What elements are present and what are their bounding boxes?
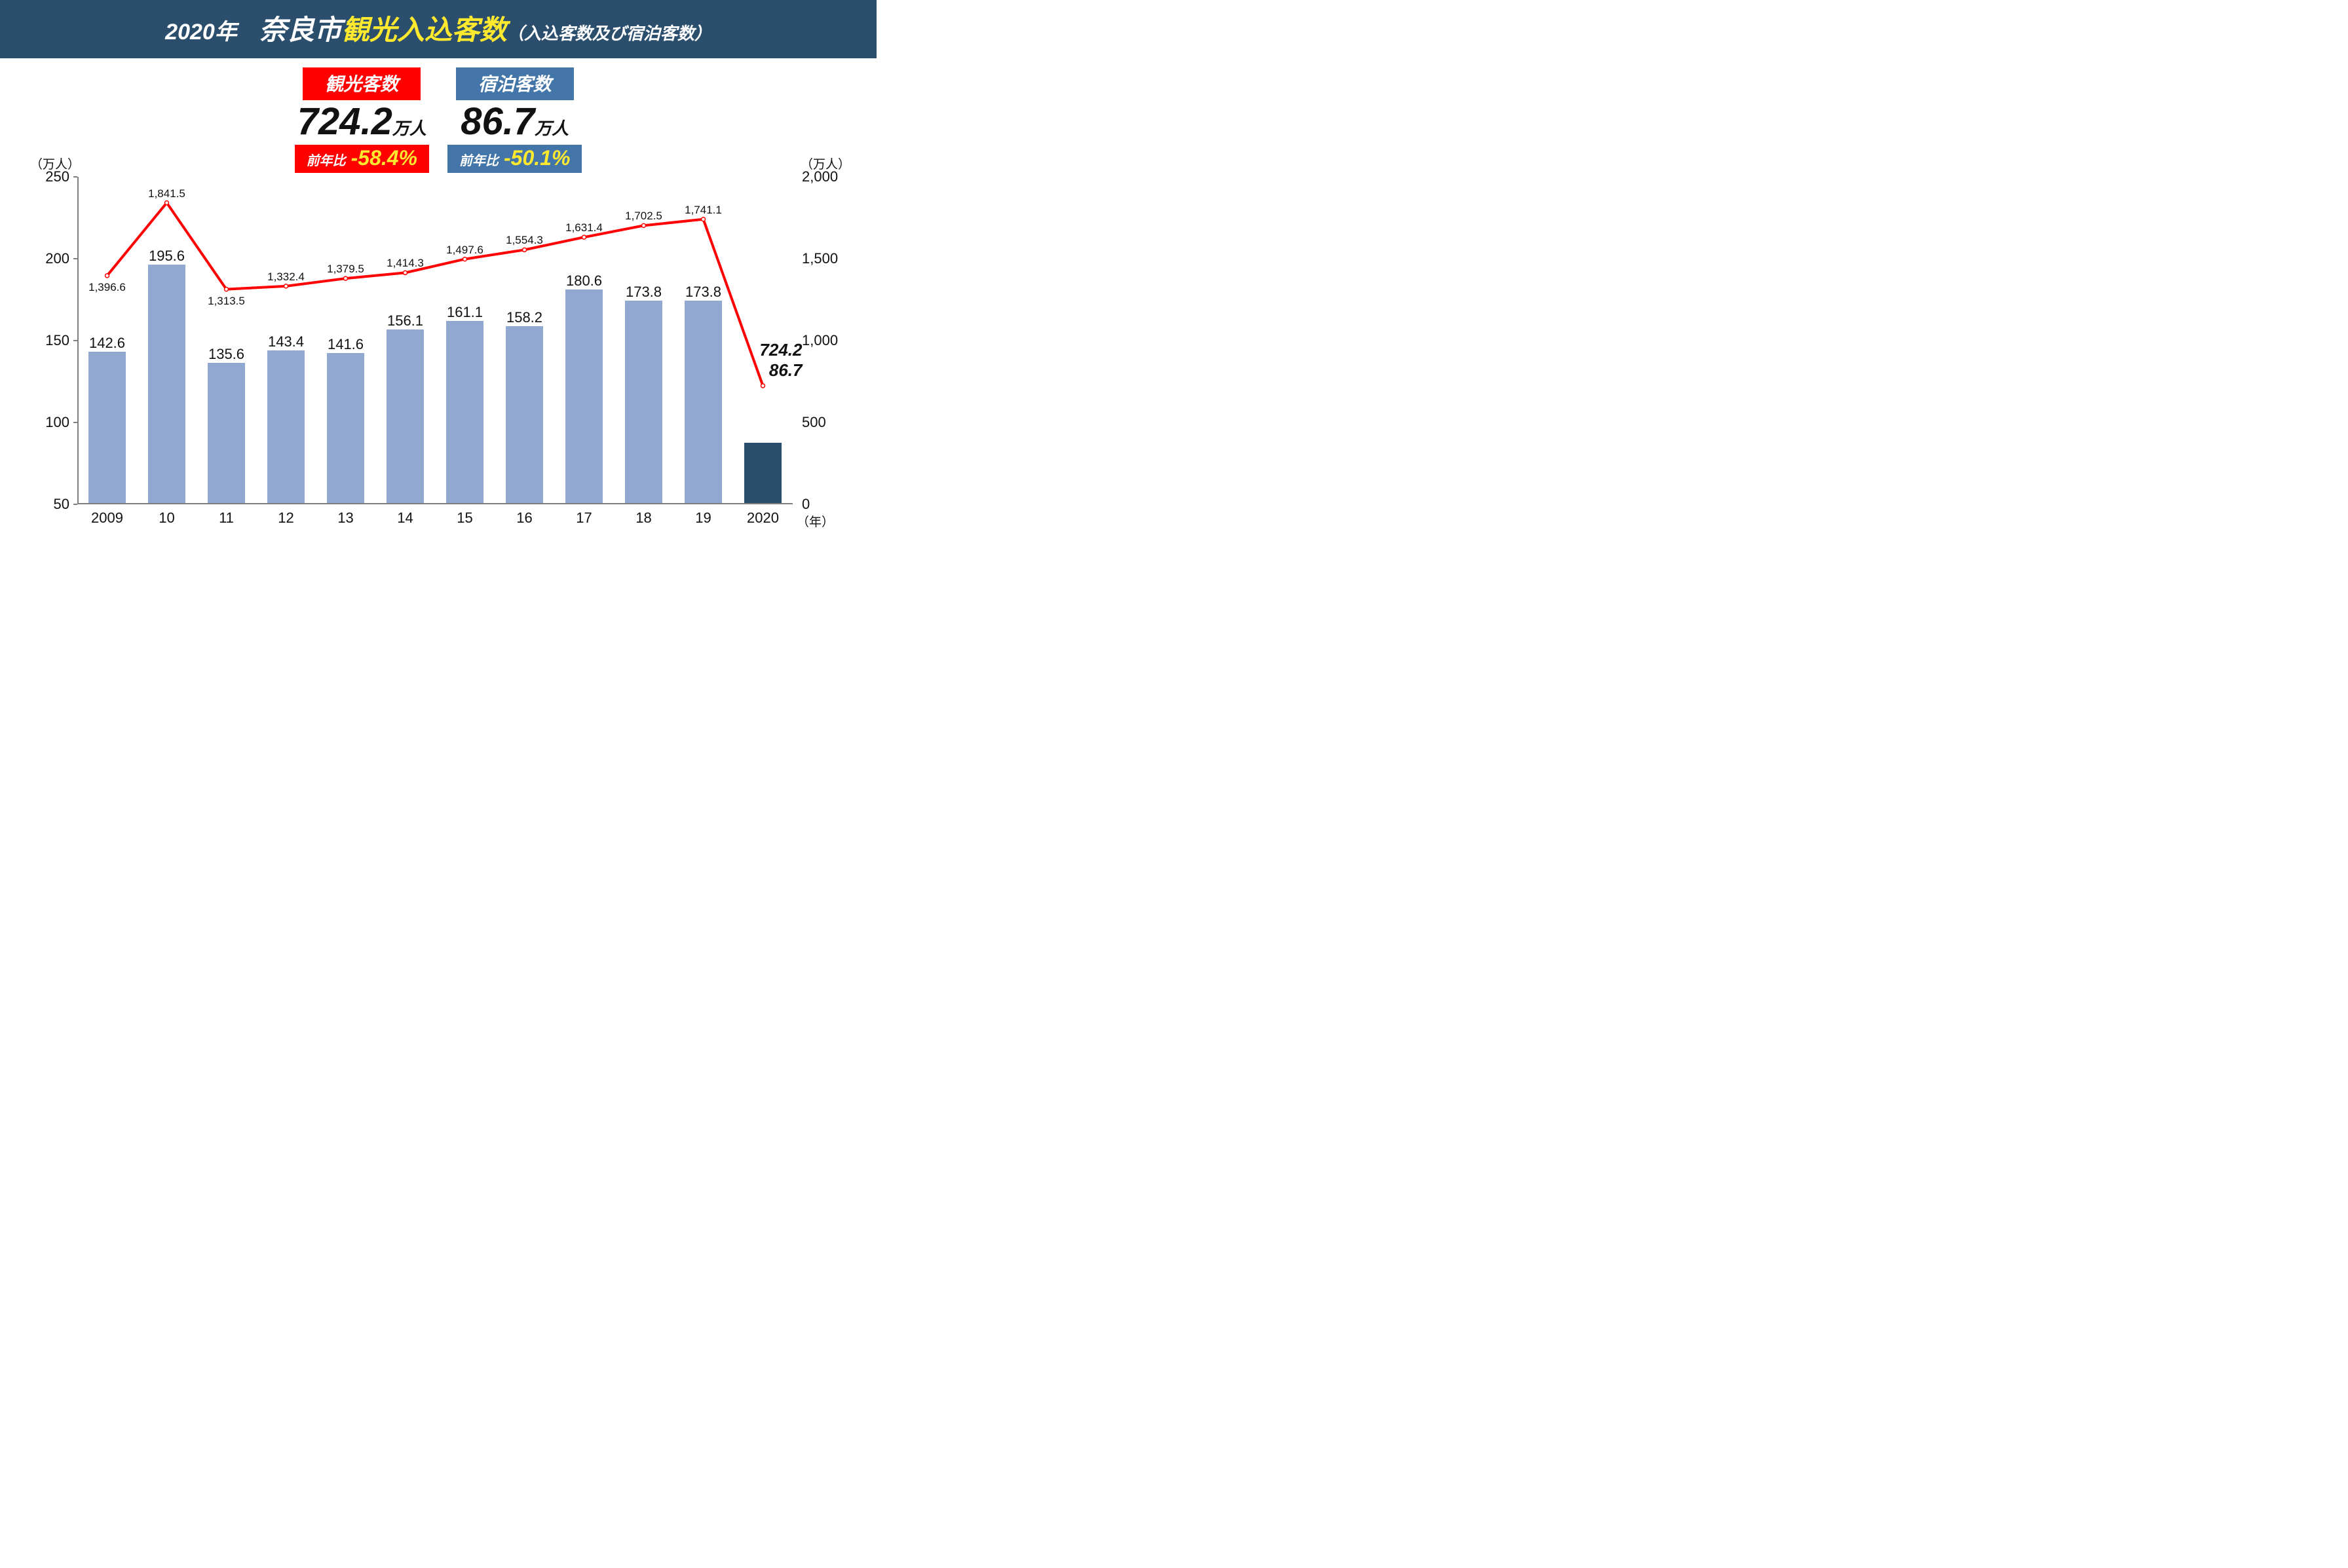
bar xyxy=(625,301,662,504)
yoy-stays: 前年比 -50.1% xyxy=(447,145,582,173)
box-tourists: 観光客数 xyxy=(303,67,421,100)
bar xyxy=(327,353,364,503)
left-tick-label: 50 xyxy=(26,496,69,513)
line-value-label: 1,396.6 xyxy=(88,281,126,294)
bar-value-label: 135.6 xyxy=(208,346,244,363)
left-tick-label: 100 xyxy=(26,414,69,431)
line-value-label: 1,741.1 xyxy=(685,204,722,217)
x-category-label: 2009 xyxy=(91,510,123,527)
bar xyxy=(446,321,483,503)
right-tick-label: 1,500 xyxy=(802,250,838,267)
bar xyxy=(744,443,781,503)
summary-panel: 観光客数 724.2万人 前年比 -58.4% 宿泊客数 86.7万人 前年比 … xyxy=(0,67,877,173)
title-segment: 奈良市 xyxy=(259,14,342,45)
x-category-label: 11 xyxy=(219,510,234,527)
big-number-tourists: 724.2万人 xyxy=(297,103,426,141)
box-stays: 宿泊客数 xyxy=(456,67,574,100)
x-category-label: 13 xyxy=(337,510,353,527)
final-bar-label: 86.7 xyxy=(724,360,803,381)
x-axis-title: （年） xyxy=(797,512,834,530)
line-value-label: 1,332.4 xyxy=(267,271,305,284)
bar-value-label: 143.4 xyxy=(268,333,304,350)
bar-value-label: 195.6 xyxy=(149,248,185,265)
x-category-label: 16 xyxy=(516,510,532,527)
bar xyxy=(208,363,244,503)
bar xyxy=(387,329,423,503)
x-category-label: 18 xyxy=(635,510,651,527)
x-category-label: 17 xyxy=(576,510,592,527)
x-category-label: 15 xyxy=(457,510,472,527)
bar-value-label: 142.6 xyxy=(89,335,125,352)
line-value-label: 1,414.3 xyxy=(387,257,424,270)
final-line-label: 724.2 xyxy=(724,340,803,360)
plot-area: 142.6 195.6 135.6 143.4 141.6 156.1 161.1 158.2… xyxy=(77,177,793,504)
bar-value-label: 158.2 xyxy=(506,309,542,326)
line-value-label: 1,313.5 xyxy=(208,295,245,308)
line-value-label: 1,379.5 xyxy=(327,263,364,276)
line-value-label: 1,702.5 xyxy=(625,210,662,223)
left-tick-label: 150 xyxy=(26,332,69,349)
title-segment: 2020年 xyxy=(165,20,259,45)
x-category-label: 2020 xyxy=(747,510,779,527)
yoy-tourists: 前年比 -58.4% xyxy=(295,145,429,173)
summary-tourists: 観光客数 724.2万人 前年比 -58.4% xyxy=(295,67,429,173)
title-bar: 2020年 奈良市観光入込客数（入込客数及び宿泊客数） xyxy=(0,0,877,58)
title-segment: （入込客数及び宿泊客数） xyxy=(507,24,711,43)
final-value-labels: 724.286.7 xyxy=(724,340,803,381)
title-segment: 観光入込客数 xyxy=(342,14,507,45)
x-category-label: 14 xyxy=(397,510,413,527)
x-category-label: 19 xyxy=(695,510,711,527)
line-value-label: 1,631.4 xyxy=(565,221,603,234)
x-category-label: 12 xyxy=(278,510,294,527)
bar-value-label: 141.6 xyxy=(328,336,364,353)
bar-value-label: 173.8 xyxy=(685,284,721,301)
bar xyxy=(267,350,304,504)
bar-value-label: 161.1 xyxy=(447,304,483,321)
right-tick-label: 2,000 xyxy=(802,168,838,185)
bar-value-label: 156.1 xyxy=(387,312,423,329)
big-number-stays: 86.7万人 xyxy=(461,103,569,141)
x-category-label: 10 xyxy=(159,510,174,527)
left-tick-label: 250 xyxy=(26,168,69,185)
bar-value-label: 173.8 xyxy=(626,284,662,301)
right-tick-label: 0 xyxy=(802,496,810,513)
line-value-label: 1,497.6 xyxy=(446,244,483,257)
bar xyxy=(506,326,542,504)
summary-stays: 宿泊客数 86.7万人 前年比 -50.1% xyxy=(447,67,582,173)
bar-value-label: 180.6 xyxy=(566,272,602,289)
left-tick-label: 200 xyxy=(26,250,69,267)
bar xyxy=(88,352,125,504)
bar xyxy=(148,265,185,503)
right-tick-label: 500 xyxy=(802,414,826,431)
bar xyxy=(565,289,602,504)
bar xyxy=(685,301,721,504)
line-value-label: 1,554.3 xyxy=(506,234,543,247)
chart-area: 142.6 195.6 135.6 143.4 141.6 156.1 161.1 158.2… xyxy=(26,170,850,561)
line-value-label: 1,841.5 xyxy=(148,187,185,200)
right-tick-label: 1,000 xyxy=(802,332,838,349)
